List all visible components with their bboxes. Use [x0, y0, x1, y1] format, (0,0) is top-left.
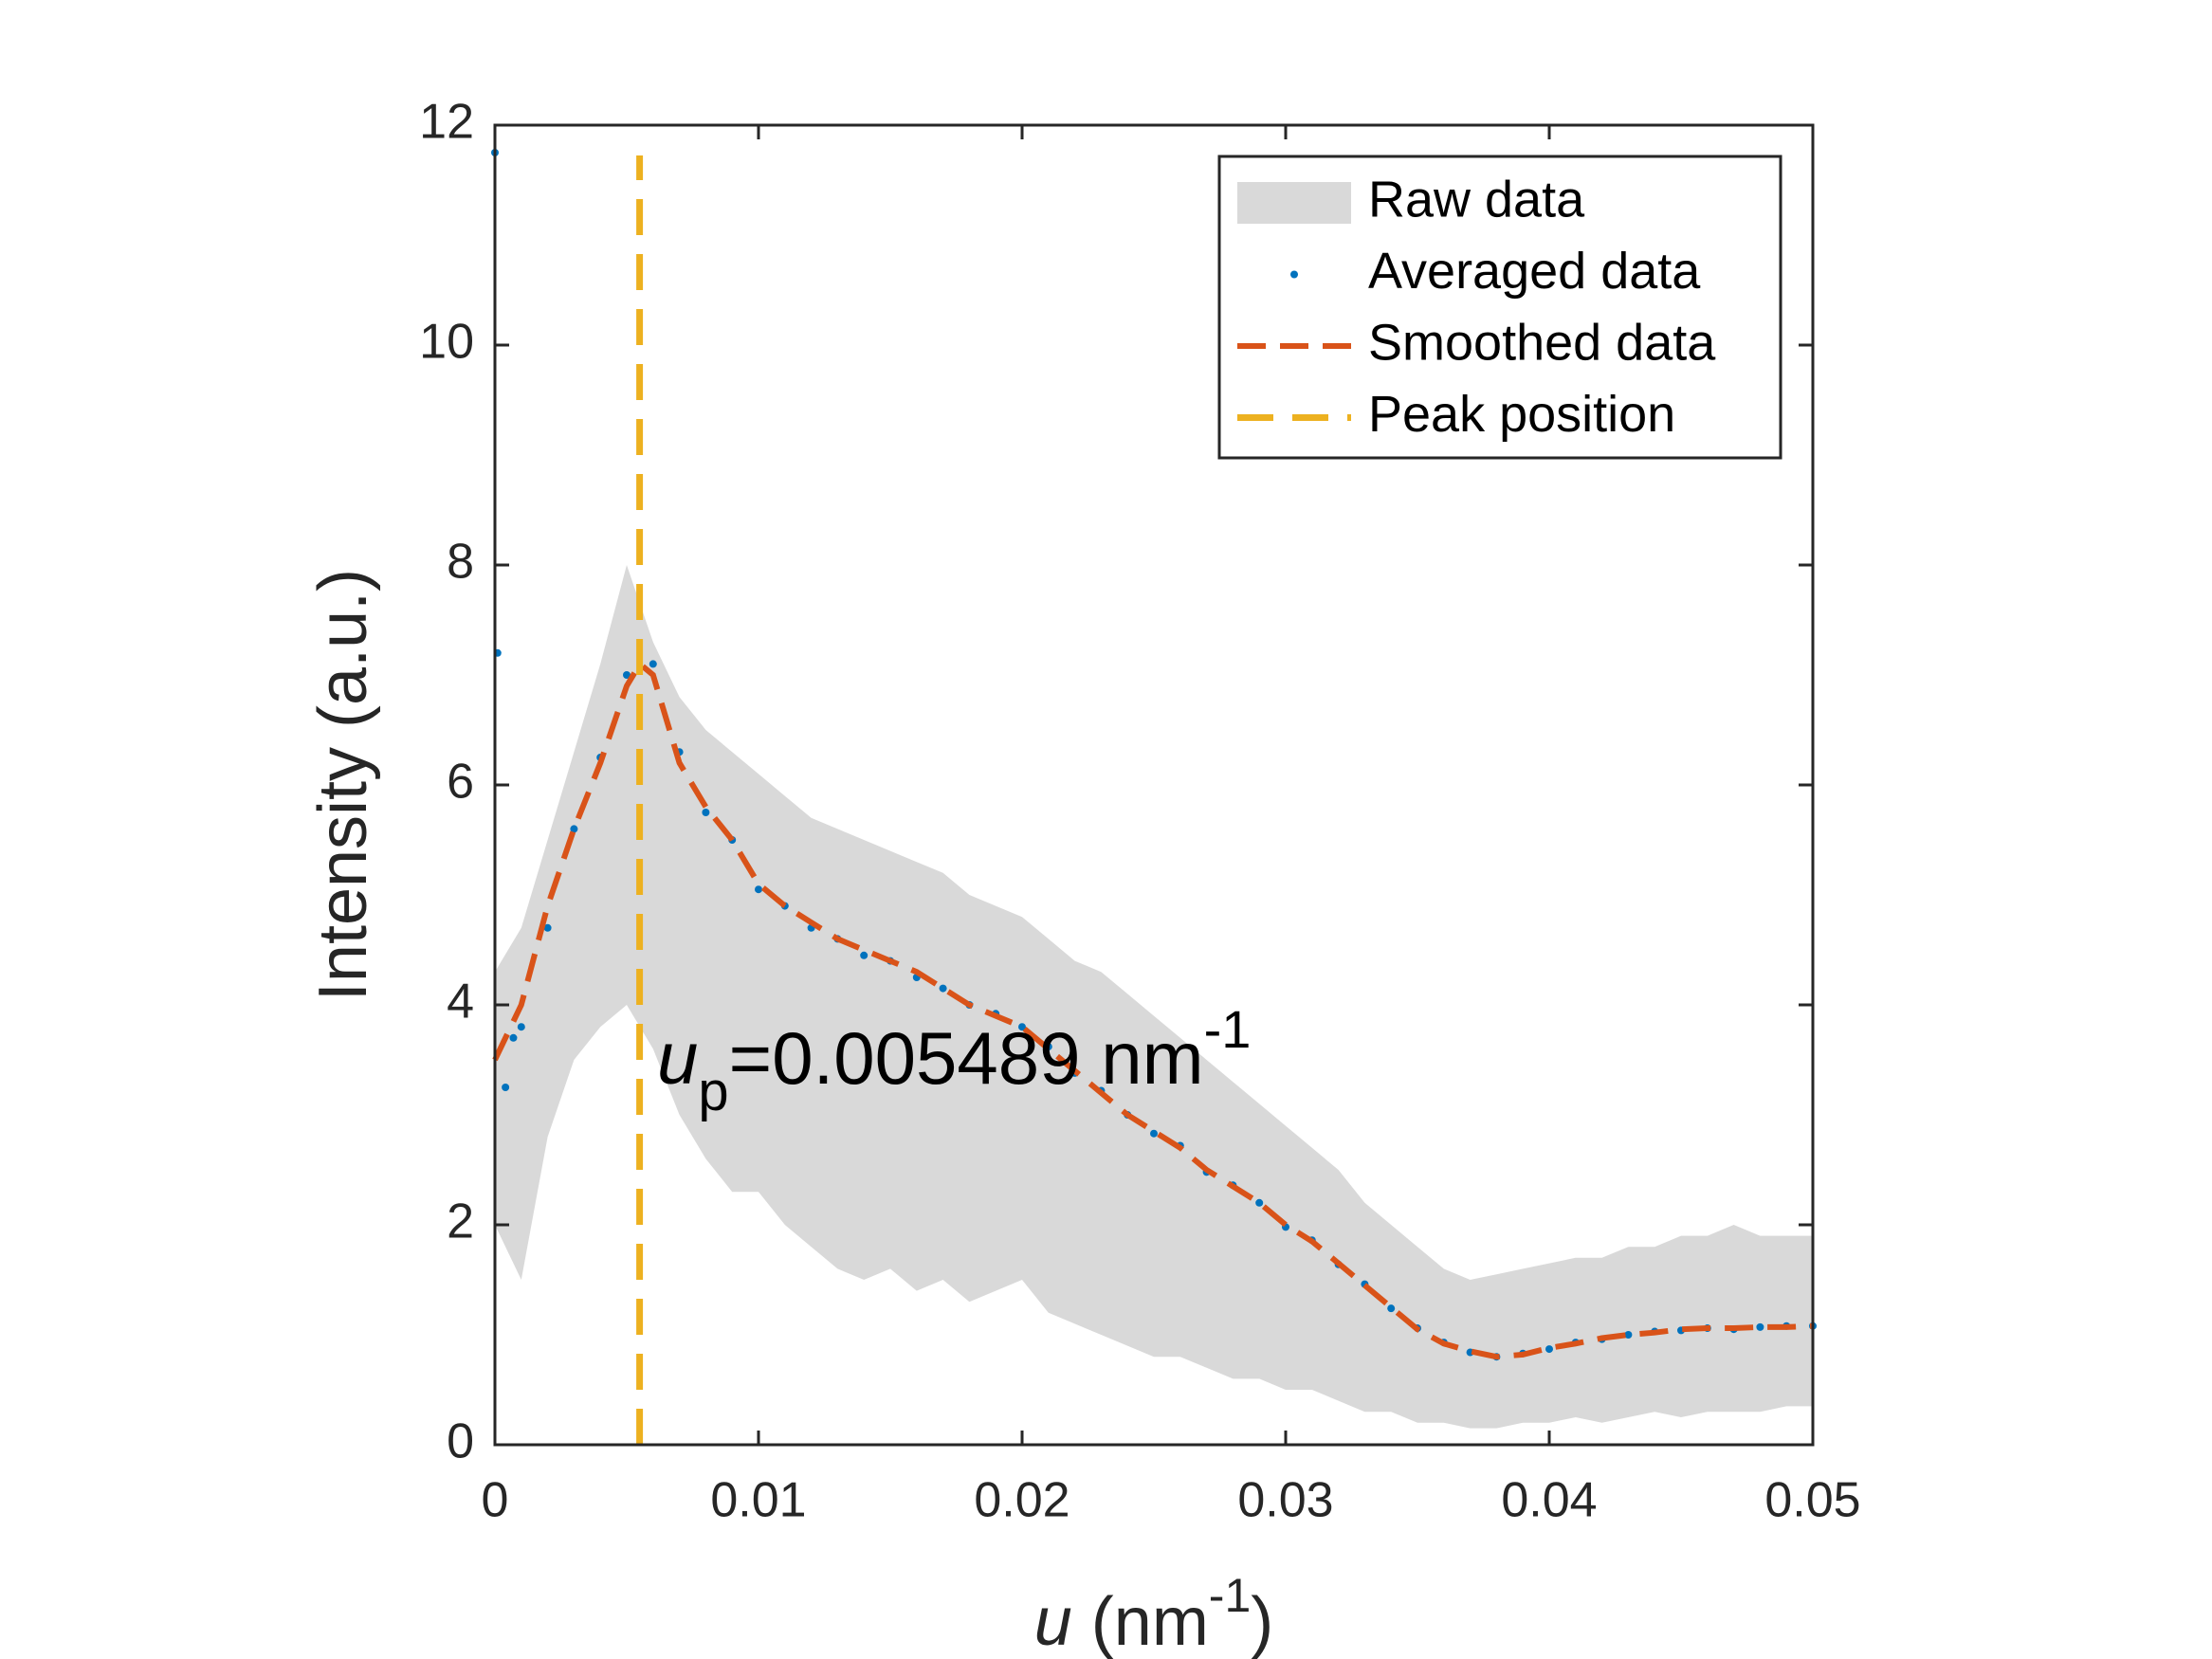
x-tick-label: 0.03 [1237, 1473, 1333, 1528]
legend-label: Peak position [1368, 386, 1675, 443]
x-tick-label: 0.02 [974, 1473, 1069, 1528]
x-tick-label: 0.05 [1764, 1473, 1860, 1528]
x-axis-label-part: ) [1251, 1584, 1273, 1659]
legend: Raw data Averaged data Smoothed data Peak p… [1217, 155, 1782, 460]
annotation-part: -1 [1204, 999, 1252, 1059]
legend-swatch [1237, 182, 1351, 224]
averaged-point [1255, 1198, 1264, 1207]
y-tick-label: 8 [447, 535, 474, 590]
averaged-point [649, 660, 657, 668]
averaged-point [1018, 1023, 1026, 1031]
averaged-point [543, 923, 552, 932]
x-axis-label-part: u [1034, 1584, 1072, 1659]
x-axis-label-part: -1 [1209, 1569, 1251, 1622]
x-axis-label: u (nm-1) [1034, 1569, 1274, 1659]
averaged-point [1624, 1331, 1633, 1339]
averaged-point [702, 809, 710, 816]
y-tick-label: 0 [447, 1414, 474, 1469]
x-tick-label: 0.04 [1501, 1473, 1597, 1528]
averaged-point [1387, 1304, 1396, 1313]
legend-label: Raw data [1368, 171, 1585, 228]
x-tick-label: 0 [482, 1473, 509, 1528]
x-tick-label: 0.01 [710, 1473, 806, 1528]
x-axis-label-part: (nm [1072, 1584, 1209, 1659]
y-tick-label: 4 [447, 975, 474, 1030]
raw-band [495, 565, 1813, 1429]
averaged-point [1756, 1322, 1764, 1331]
annotation-part: u [657, 1016, 698, 1100]
legend-label: Averaged data [1368, 243, 1701, 300]
y-tick-label: 12 [419, 95, 474, 150]
averaged-point [860, 951, 868, 959]
averaged-point [1150, 1129, 1158, 1138]
averaged-point [509, 1033, 518, 1042]
legend-label: Smoothed data [1368, 314, 1716, 371]
averaged-point [939, 984, 947, 993]
averaged-point [1545, 1345, 1553, 1354]
averaged-point [570, 825, 578, 833]
legend-swatch [1290, 270, 1298, 279]
smoothed-line [492, 659, 1814, 1360]
annotation-part: =0.005489 nm [729, 1016, 1204, 1100]
y-tick-label: 6 [447, 755, 474, 810]
averaged-point [517, 1023, 525, 1031]
averaged-point [623, 671, 631, 679]
annotation-part: p [698, 1061, 728, 1122]
plot-area [491, 149, 1817, 1445]
averaged-point [755, 885, 762, 894]
y-axis-label: Intensity (a.u.) [305, 569, 381, 1001]
y-tick-label: 2 [447, 1194, 474, 1249]
annotation: up=0.005489 nm-1 [657, 999, 1251, 1122]
y-tick-label: 10 [419, 315, 474, 370]
averaged-point [502, 1084, 510, 1091]
